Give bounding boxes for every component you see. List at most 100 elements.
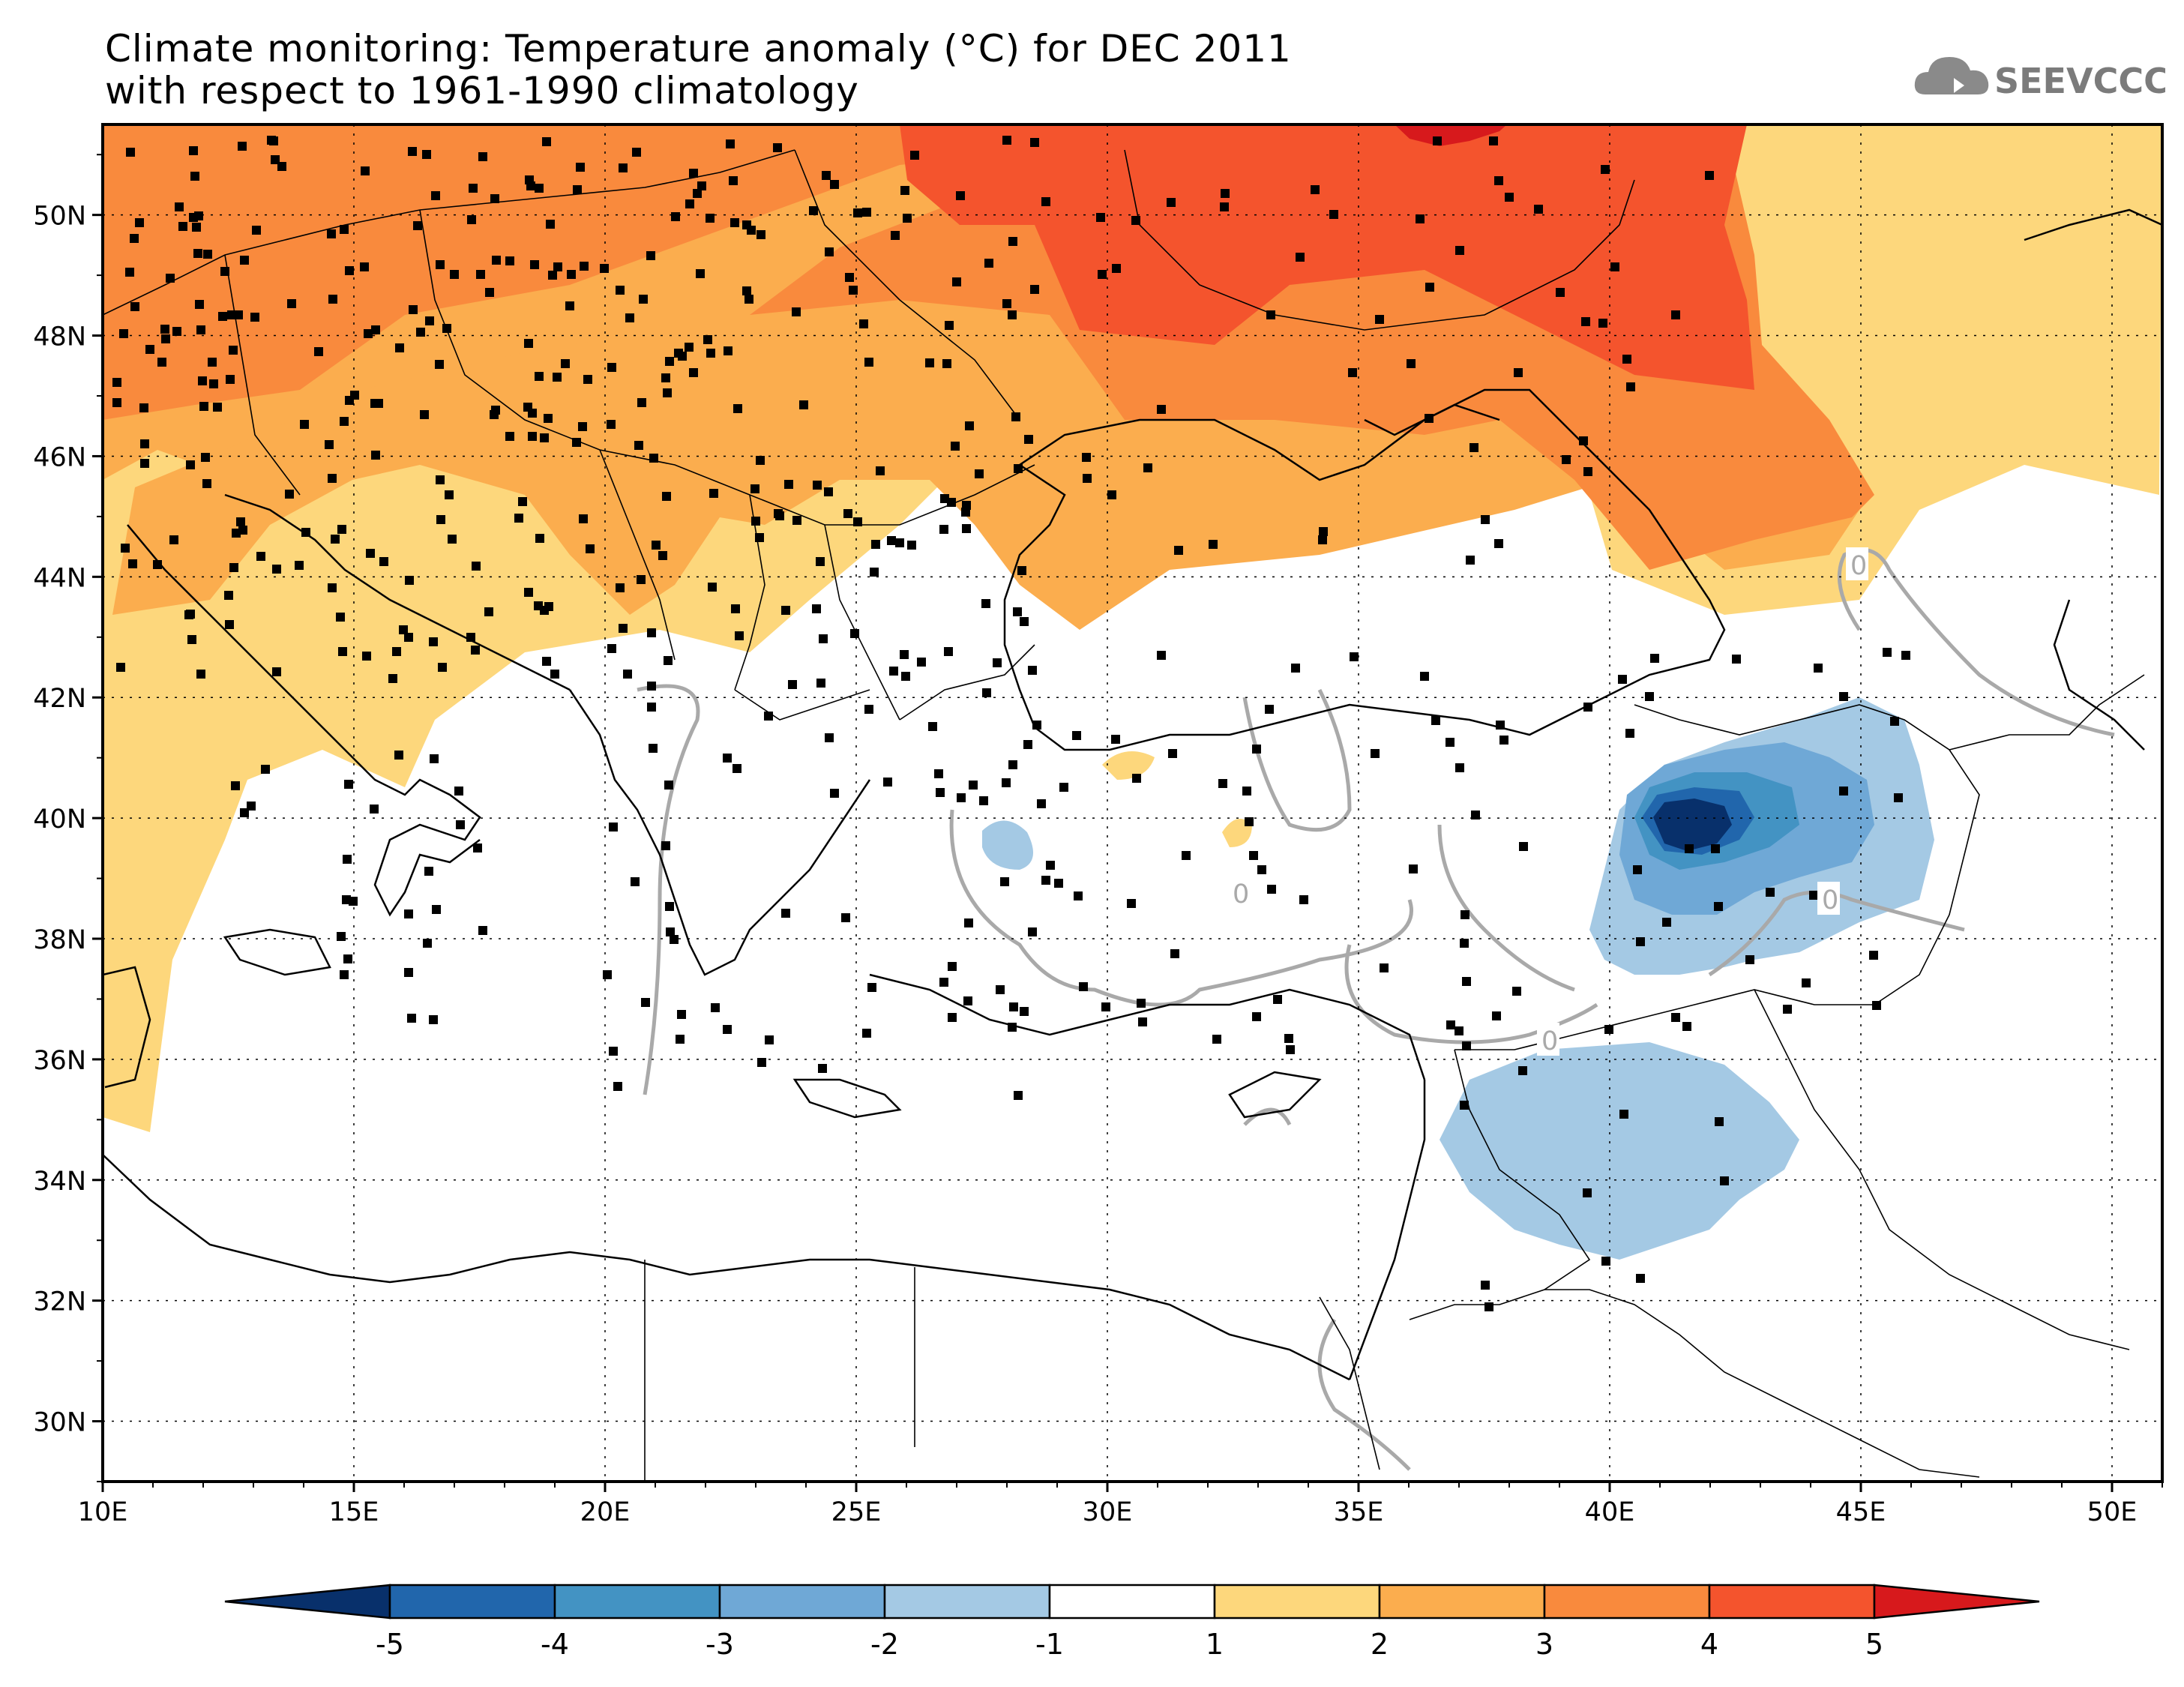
zero-contour-line [1437, 824, 1575, 992]
station-marker [546, 220, 555, 229]
station-markers [112, 136, 1910, 1311]
station-marker [220, 267, 229, 276]
station-marker [1583, 1188, 1592, 1197]
station-marker [184, 610, 193, 619]
station-marker [671, 212, 680, 221]
station-marker [1407, 359, 1416, 368]
station-marker [247, 802, 256, 811]
station-marker [1132, 774, 1141, 783]
station-marker [816, 679, 825, 688]
station-marker [711, 1003, 720, 1012]
lon-tick-label: 15E [329, 1497, 379, 1527]
station-marker [1471, 811, 1480, 820]
station-marker [340, 225, 349, 234]
station-marker [240, 256, 249, 265]
station-marker [799, 400, 808, 409]
station-marker [261, 765, 270, 774]
station-marker [140, 459, 149, 468]
station-marker [1024, 435, 1033, 444]
station-marker [781, 606, 790, 615]
station-marker [405, 576, 414, 585]
station-marker [153, 560, 162, 569]
station-marker [631, 877, 640, 886]
station-marker [234, 310, 243, 319]
station-marker [993, 658, 1002, 667]
zero-contour-line [1837, 547, 2115, 737]
station-marker [603, 970, 612, 979]
coastline-sardinia [103, 966, 151, 1089]
station-marker [530, 260, 539, 269]
station-marker [407, 1014, 416, 1023]
station-marker [1013, 607, 1022, 616]
station-marker [1492, 1011, 1501, 1020]
station-marker [1014, 464, 1023, 473]
station-marker [225, 620, 234, 629]
coastline-italy [127, 524, 481, 917]
station-marker [157, 358, 166, 367]
anomaly-field [103, 124, 2162, 1260]
colorbar-label: -3 [706, 1628, 734, 1661]
colorbar-label: 3 [1535, 1628, 1553, 1661]
station-marker [910, 151, 919, 160]
station-marker [195, 300, 204, 309]
station-marker [436, 475, 445, 484]
lat-tick-label: 50N [33, 202, 86, 232]
station-marker [1131, 216, 1140, 225]
station-marker [1299, 895, 1308, 904]
station-marker [1157, 405, 1166, 414]
station-marker [1072, 731, 1081, 740]
station-marker [900, 650, 909, 659]
station-marker [964, 918, 973, 927]
station-marker [325, 440, 334, 449]
lat-tick-label: 38N [33, 925, 86, 955]
station-marker [723, 1025, 732, 1034]
station-marker [224, 591, 233, 600]
station-marker [685, 199, 694, 208]
station-marker [360, 262, 369, 271]
colorbar-swatch [1708, 1584, 1876, 1620]
station-marker [825, 247, 834, 256]
station-marker [404, 968, 413, 977]
colorbar-swatch [1543, 1584, 1711, 1620]
station-marker [756, 230, 765, 239]
station-marker [663, 388, 672, 397]
station-marker [125, 268, 134, 277]
station-marker [731, 604, 740, 613]
station-marker [1604, 1025, 1613, 1034]
seevccc-logo: SEEVCCC [1914, 57, 2165, 101]
station-marker [343, 855, 352, 864]
station-marker [862, 208, 871, 217]
latitude-axis: 50N 48N 46N 44N 42N 40N 38N 36N 34N 32N 30N [33, 154, 103, 1482]
station-marker [1890, 717, 1899, 726]
station-marker [609, 823, 618, 832]
station-marker [1409, 864, 1418, 873]
station-marker [862, 1029, 871, 1038]
station-marker [607, 420, 616, 429]
station-marker [1054, 879, 1063, 888]
station-marker [314, 347, 323, 356]
zero-contour-line [1344, 944, 1598, 1044]
zero-contour-line [637, 684, 700, 1095]
coastline-turkey-south [869, 973, 1426, 1080]
station-marker [676, 1035, 685, 1044]
station-marker [1556, 288, 1565, 297]
lon-tick-label: 45E [1836, 1497, 1886, 1527]
station-marker [1291, 664, 1300, 673]
station-marker [1137, 999, 1146, 1008]
anomaly-region-5 [1395, 124, 1507, 146]
station-marker [1883, 648, 1892, 657]
station-marker [889, 667, 898, 676]
station-marker [1041, 197, 1050, 206]
station-marker [328, 583, 337, 592]
station-marker [706, 214, 715, 223]
station-marker [666, 927, 675, 936]
station-marker [1562, 455, 1571, 464]
station-marker [429, 637, 438, 646]
station-marker [773, 143, 782, 152]
station-marker [979, 796, 988, 805]
border-line [734, 644, 1035, 721]
colorbar-label: 1 [1206, 1628, 1224, 1661]
station-marker [939, 978, 948, 987]
colorbar-swatch [718, 1584, 886, 1620]
station-marker [408, 147, 417, 156]
